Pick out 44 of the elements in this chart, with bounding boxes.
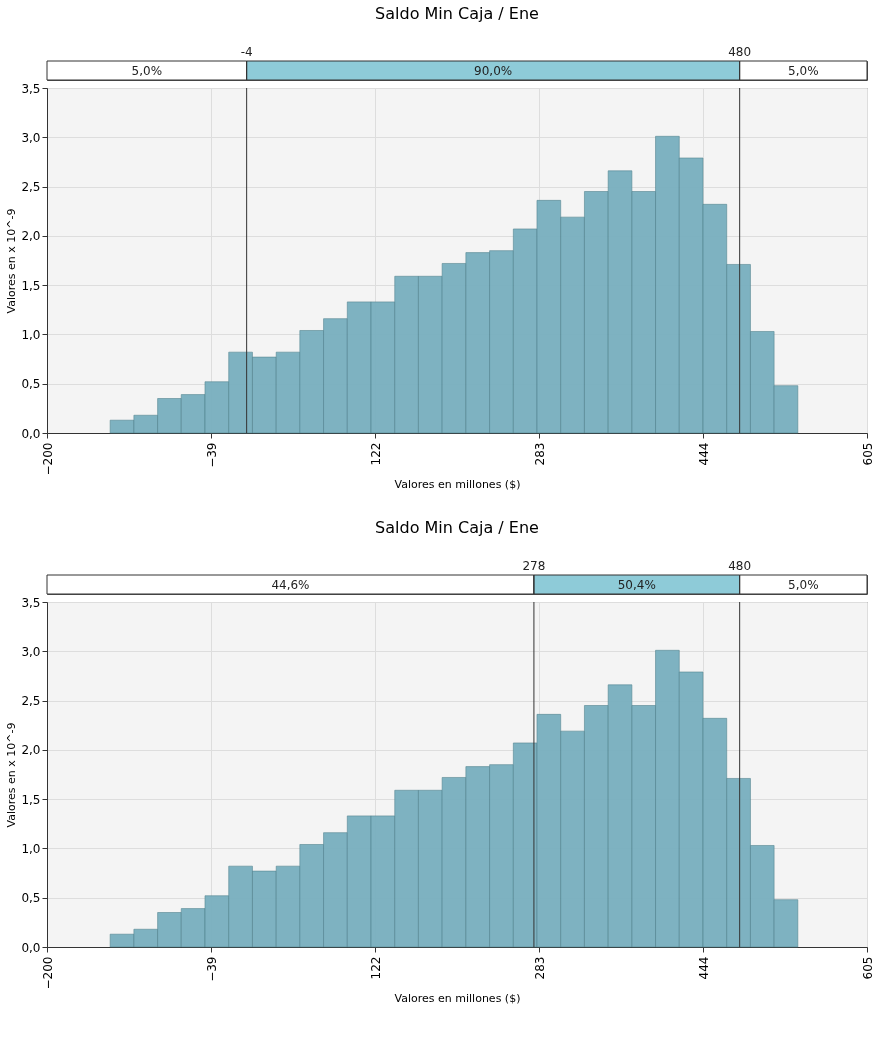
y-tick-label: 2,0 <box>21 743 41 758</box>
x-tick-label: 605 <box>860 956 875 980</box>
y-tick-label: 3,0 <box>21 644 41 659</box>
x-tick-label: 283 <box>532 956 547 980</box>
y-tick-label: 2,5 <box>21 180 41 195</box>
text: 5,0% <box>788 63 819 78</box>
x-tick-label: 122 <box>368 956 383 980</box>
ref-line-label: 480 <box>728 559 752 573</box>
x-tick-label: 444 <box>696 956 711 980</box>
y-axis-title: Valores en x 10^-9 <box>5 722 19 828</box>
ref-line-label: 278 <box>522 559 546 573</box>
x-tick-label: −200 <box>40 956 55 990</box>
x-tick-label: −200 <box>40 442 55 476</box>
x-tick-label: 444 <box>696 442 711 466</box>
y-axis-title: Valores en x 10^-9 <box>5 208 19 314</box>
chart-title: Saldo Min Caja / Ene <box>375 518 539 537</box>
y-tick-label: 3,0 <box>21 130 41 145</box>
x-tick-label: 283 <box>532 442 547 466</box>
y-tick-label: 0,0 <box>21 426 41 441</box>
x-tick-label: 605 <box>860 442 875 466</box>
x-axis-title: Valores en millones ($) <box>394 478 521 492</box>
chart-title: Saldo Min Caja / Ene <box>375 4 539 23</box>
y-tick-label: 1,0 <box>21 841 41 856</box>
y-tick-label: 0,5 <box>21 377 41 392</box>
y-tick-label: 3,5 <box>21 595 41 610</box>
ref-line-label: -4 <box>240 45 253 59</box>
text: 44,6% <box>271 577 310 592</box>
y-tick-label: 2,5 <box>21 694 41 709</box>
ref-line-label: 480 <box>728 45 752 59</box>
y-tick-label: 0,0 <box>21 940 41 955</box>
y-tick-label: 2,0 <box>21 229 41 244</box>
text: 5,0% <box>788 577 819 592</box>
y-tick-label: 1,0 <box>21 327 41 342</box>
text: 90,0% <box>474 63 513 78</box>
text: 50,4% <box>617 577 656 592</box>
x-axis-title: Valores en millones ($) <box>394 992 521 1006</box>
text: 5,0% <box>131 63 163 78</box>
y-tick-label: 0,5 <box>21 891 41 906</box>
y-tick-label: 1,5 <box>21 792 41 807</box>
x-tick-label: 122 <box>368 442 383 466</box>
y-tick-label: 3,5 <box>21 81 41 96</box>
y-tick-label: 1,5 <box>21 278 41 293</box>
x-tick-label: −39 <box>204 442 219 468</box>
x-tick-label: −39 <box>204 956 219 982</box>
